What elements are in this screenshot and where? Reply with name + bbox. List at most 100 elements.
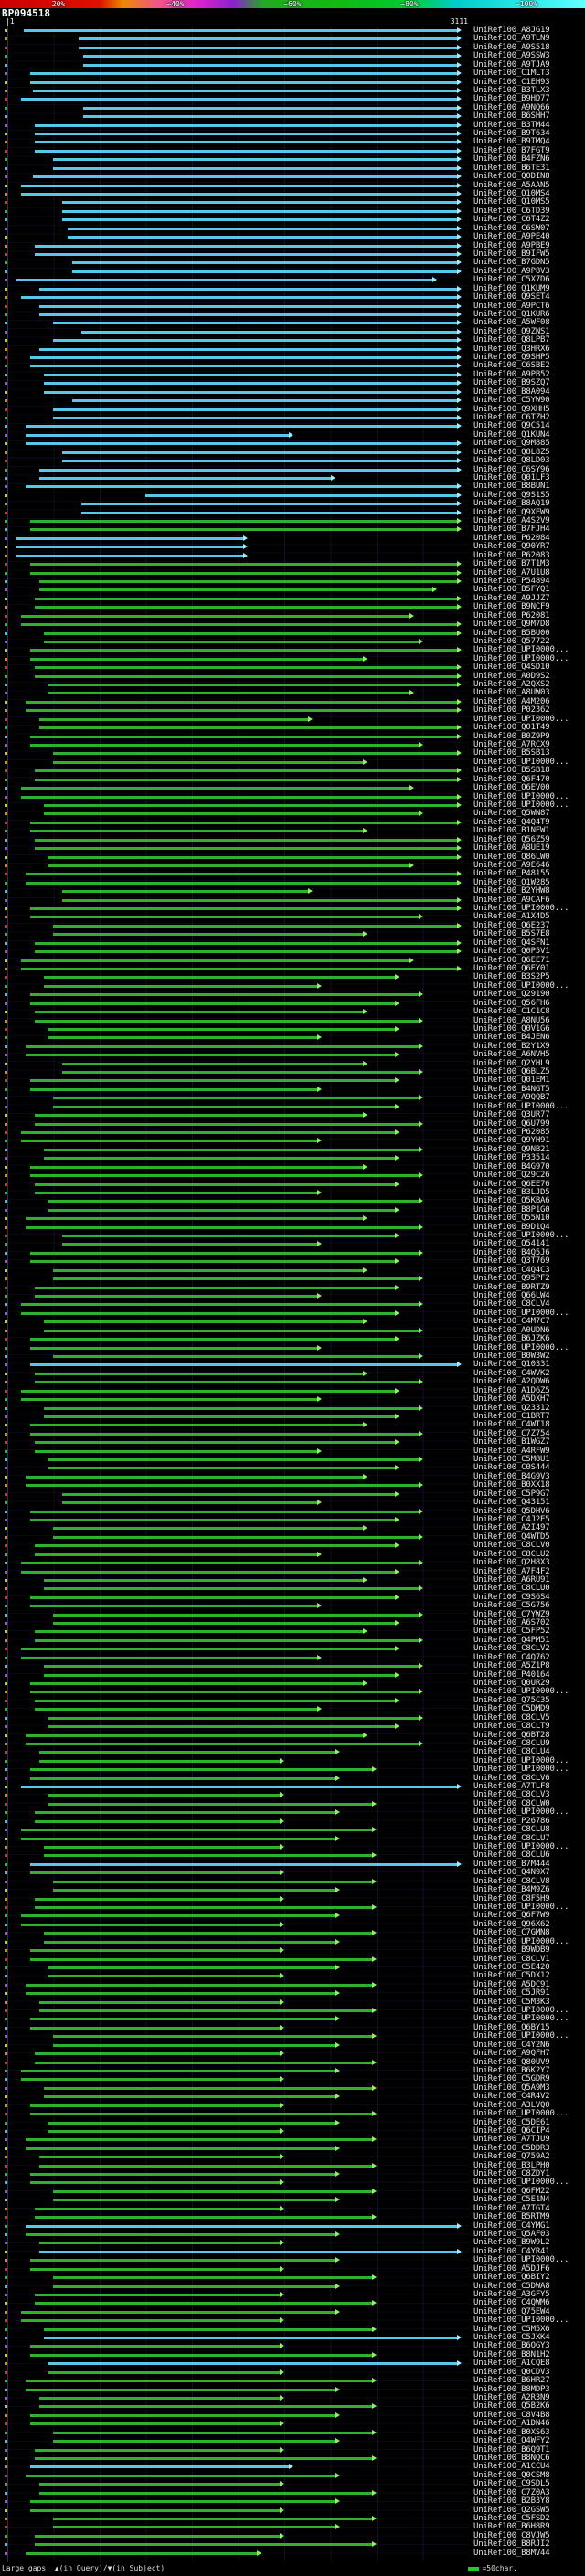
hit-label[interactable]: UniRef100_A9TJA9 <box>473 59 550 69</box>
hit-label[interactable]: UniRef100_Q9XEW9 <box>473 507 550 517</box>
hit-bar[interactable] <box>44 974 400 981</box>
hit-label[interactable]: UniRef100_C6SW07 <box>473 223 550 233</box>
hit-bar[interactable] <box>26 2386 340 2392</box>
hit-bar[interactable] <box>35 1370 368 1376</box>
hit-bar[interactable] <box>30 1430 423 1436</box>
hit-bar[interactable] <box>53 2515 378 2521</box>
hit-label[interactable]: UniRef100_Q29C26 <box>473 1171 550 1181</box>
hit-label[interactable]: UniRef100_B4M9Z6 <box>473 1885 550 1895</box>
hit-label[interactable]: UniRef100_B6K2Y7 <box>473 2065 550 2075</box>
hit-bar[interactable] <box>21 191 463 197</box>
hit-bar[interactable] <box>53 1887 340 1893</box>
hit-label[interactable]: UniRef100_Q6EE76 <box>473 1179 550 1189</box>
hit-label[interactable]: UniRef100_Q6EY01 <box>473 963 550 973</box>
hit-bar[interactable] <box>30 2412 340 2418</box>
hit-label[interactable]: UniRef100_B1NEW1 <box>473 826 550 836</box>
hit-label[interactable]: UniRef100_P62085 <box>473 1128 550 1137</box>
hit-label[interactable]: UniRef100_Q5KBA6 <box>473 1196 550 1206</box>
hit-bar[interactable] <box>35 250 463 257</box>
hit-label[interactable]: UniRef100_B0XX18 <box>473 1480 550 1490</box>
hit-label[interactable]: UniRef100_A0D9S2 <box>473 671 550 681</box>
hit-label[interactable]: UniRef100_UPI0000... <box>473 1308 569 1318</box>
hit-label[interactable]: UniRef100_B7GDN5 <box>473 258 550 268</box>
hit-bar[interactable] <box>30 2265 285 2272</box>
hit-label[interactable]: UniRef100_Q80UV9 <box>473 2057 550 2067</box>
hit-bar[interactable] <box>16 535 249 541</box>
hit-bar[interactable] <box>21 2317 285 2324</box>
hit-bar[interactable] <box>30 1249 423 1256</box>
hit-bar[interactable] <box>48 690 414 696</box>
hit-label[interactable]: UniRef100_UPI0000... <box>473 2031 569 2041</box>
hit-bar[interactable] <box>44 1146 423 1152</box>
hit-bar[interactable] <box>30 1689 423 1695</box>
hit-bar[interactable] <box>26 2472 340 2478</box>
hit-bar[interactable] <box>21 1921 285 1927</box>
hit-label[interactable]: UniRef100_C1BRT7 <box>473 1411 550 1421</box>
hit-label[interactable]: UniRef100_B5SB13 <box>473 748 550 758</box>
hit-label[interactable]: UniRef100_C8CLV0 <box>473 1541 550 1551</box>
hit-bar[interactable] <box>39 2154 285 2160</box>
hit-label[interactable]: UniRef100_Q6F7W9 <box>473 1911 550 1921</box>
hit-bar[interactable] <box>26 431 294 438</box>
hit-label[interactable]: UniRef100_A5DJF6 <box>473 2263 550 2274</box>
hit-bar[interactable] <box>21 1309 400 1316</box>
hit-label[interactable]: UniRef100_Q75EW4 <box>473 2306 550 2316</box>
hit-label[interactable]: UniRef100_B4JEN6 <box>473 1033 550 1043</box>
hit-bar[interactable] <box>53 156 463 163</box>
hit-bar[interactable] <box>35 1293 322 1299</box>
hit-label[interactable]: UniRef100_UPI0000... <box>473 2255 569 2265</box>
hit-label[interactable]: UniRef100_UPI0000... <box>473 1807 569 1818</box>
hit-bar[interactable] <box>48 853 463 860</box>
hit-bar[interactable] <box>26 2549 262 2556</box>
hit-label[interactable]: UniRef100_B4FZN6 <box>473 154 550 164</box>
hit-label[interactable]: UniRef100_Q9S1S5 <box>473 490 550 500</box>
hit-bar[interactable] <box>26 1043 423 1049</box>
hit-label[interactable]: UniRef100_B7FJH4 <box>473 525 550 535</box>
hit-bar[interactable] <box>53 2188 378 2194</box>
hit-bar[interactable] <box>21 2067 340 2073</box>
hit-label[interactable]: UniRef100_UPI0000... <box>473 904 569 914</box>
hit-bar[interactable] <box>44 2335 463 2341</box>
hit-label[interactable]: UniRef100_C5DX12 <box>473 1971 550 1981</box>
hit-label[interactable]: UniRef100_C8V4B8 <box>473 2410 550 2420</box>
hit-label[interactable]: UniRef100_B9NCF9 <box>473 602 550 612</box>
hit-bar[interactable] <box>35 122 463 128</box>
hit-label[interactable]: UniRef100_A9TLN9 <box>473 34 550 44</box>
hit-bar[interactable] <box>53 931 368 938</box>
hit-label[interactable]: UniRef100_C8CLV4 <box>473 1299 550 1309</box>
hit-label[interactable]: UniRef100_Q8LPB7 <box>473 335 550 345</box>
hit-label[interactable]: UniRef100_B6HR27 <box>473 2376 550 2386</box>
hit-label[interactable]: UniRef100_Q75C35 <box>473 1695 550 1705</box>
hit-label[interactable]: UniRef100_Q43151 <box>473 1498 550 1508</box>
hit-bar[interactable] <box>30 914 423 920</box>
hit-label[interactable]: UniRef100_A9QFH7 <box>473 2049 550 2059</box>
hit-bar[interactable] <box>23 27 463 33</box>
hit-label[interactable]: UniRef100_C8CLU4 <box>473 1747 550 1757</box>
hit-bar[interactable] <box>62 896 463 903</box>
hit-bar[interactable] <box>35 2214 378 2221</box>
hit-label[interactable]: UniRef100_Q3T769 <box>473 1256 550 1267</box>
hit-label[interactable]: UniRef100_A6NVH5 <box>473 1050 550 1060</box>
hit-label[interactable]: UniRef100_B5S7E8 <box>473 929 550 939</box>
hit-label[interactable]: UniRef100_A9P8V3 <box>473 266 550 276</box>
hit-label[interactable]: UniRef100_A2QXS2 <box>473 680 550 690</box>
hit-bar[interactable] <box>26 423 463 429</box>
hit-label[interactable]: UniRef100_Q66LW4 <box>473 1291 550 1301</box>
hit-label[interactable]: UniRef100_A5AAN5 <box>473 180 550 190</box>
hit-label[interactable]: UniRef100_Q1KUN4 <box>473 429 550 440</box>
hit-bar[interactable] <box>35 1818 285 1824</box>
hit-bar[interactable] <box>53 1533 423 1540</box>
hit-bar[interactable] <box>67 225 463 231</box>
hit-bar[interactable] <box>53 1620 400 1627</box>
hit-bar[interactable] <box>53 922 463 928</box>
hit-label[interactable]: UniRef100_B3TM44 <box>473 120 550 130</box>
hit-label[interactable]: UniRef100_C5GDR9 <box>473 2074 550 2084</box>
hit-label[interactable]: UniRef100_A4RFW9 <box>473 1446 550 1456</box>
hit-label[interactable]: UniRef100_UPI0000... <box>473 1342 569 1352</box>
hit-bar[interactable] <box>35 1697 400 1703</box>
hit-bar[interactable] <box>30 1603 322 1609</box>
hit-label[interactable]: UniRef100_C7YWZ9 <box>473 1609 550 1619</box>
hit-bar[interactable] <box>67 234 463 240</box>
hit-label[interactable]: UniRef100_A2QDW6 <box>473 1377 550 1387</box>
hit-label[interactable]: UniRef100_A5DXH7 <box>473 1394 550 1405</box>
